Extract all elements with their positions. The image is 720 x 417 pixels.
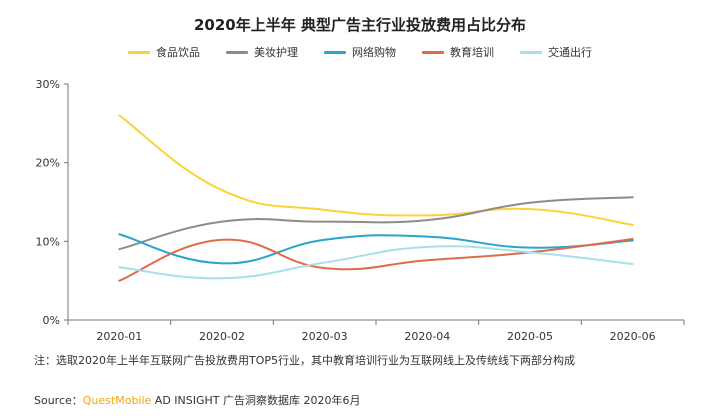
x-tick-label: 2020-05 <box>507 330 553 343</box>
legend-swatch <box>520 50 542 54</box>
source-prefix: Source： <box>34 394 83 407</box>
legend-item: 教育培训 <box>422 44 494 60</box>
series-line-0 <box>118 114 634 226</box>
legend-item: 美妆护理 <box>226 44 298 60</box>
y-tick-label: 20% <box>36 157 60 170</box>
chart-note: 注：选取2020年上半年互联网广告投放费用TOP5行业，其中教育培训行业为互联网… <box>34 354 576 367</box>
y-tick-label: 0% <box>43 314 60 327</box>
x-tick-label: 2020-02 <box>199 330 245 343</box>
chart-legend: 食品饮品 美妆护理 网络购物 教育培训 交通出行 <box>0 44 720 60</box>
legend-label: 美妆护理 <box>254 46 298 59</box>
source-rest: AD INSIGHT 广告洞察数据库 2020年6月 <box>151 394 361 407</box>
legend-item: 食品饮品 <box>128 44 200 60</box>
legend-item: 交通出行 <box>520 44 592 60</box>
legend-swatch <box>128 50 150 54</box>
series-line-1 <box>118 196 634 251</box>
legend-item: 网络购物 <box>324 44 396 60</box>
series-line-4 <box>118 245 634 280</box>
x-tick-label: 2020-06 <box>610 330 656 343</box>
legend-label: 交通出行 <box>548 46 592 59</box>
x-tick-label: 2020-03 <box>302 330 348 343</box>
source-line: Source：QuestMobile AD INSIGHT 广告洞察数据库 20… <box>34 392 361 408</box>
series-line-3 <box>118 237 634 282</box>
source-brand: QuestMobile <box>82 394 152 407</box>
chart-title: 2020年上半年 典型广告主行业投放费用占比分布 <box>194 16 526 34</box>
x-tick-label: 2020-01 <box>96 330 142 343</box>
legend-swatch <box>226 50 248 54</box>
legend-label: 网络购物 <box>352 46 396 59</box>
legend-swatch <box>324 50 346 54</box>
legend-swatch <box>422 50 444 54</box>
y-tick-label: 30% <box>36 78 60 91</box>
legend-label: 食品饮品 <box>156 46 200 59</box>
y-tick-label: 10% <box>36 235 60 248</box>
line-chart: 0% 10% 20% 30% 2020-01 2020-02 2020-03 2020-04 2… <box>36 78 685 343</box>
legend-label: 教育培训 <box>450 46 494 59</box>
x-tick-label: 2020-04 <box>404 330 450 343</box>
series-line-2 <box>118 233 634 265</box>
